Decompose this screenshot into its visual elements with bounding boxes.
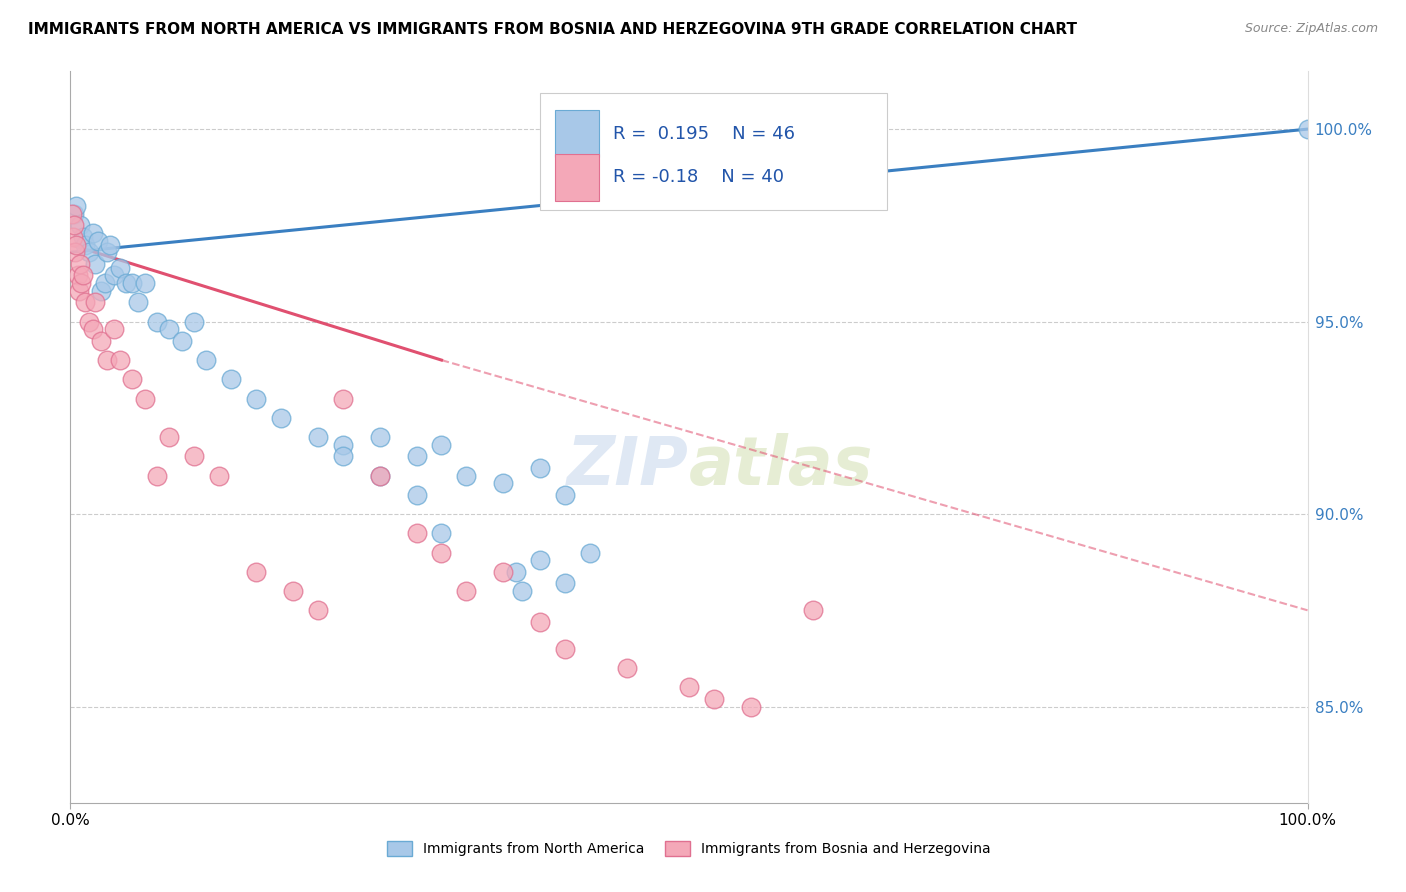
Point: [405, 526, 427, 541]
Point: [103, 322, 125, 336]
FancyBboxPatch shape: [540, 94, 887, 211]
Point: [121, 372, 143, 386]
Point: [579, 545, 602, 559]
Point: [115, 276, 138, 290]
Text: atlas: atlas: [689, 434, 873, 500]
Point: [456, 584, 478, 599]
Point: [63, 219, 86, 233]
Point: [69, 257, 91, 271]
Point: [332, 392, 354, 406]
Point: [94, 276, 117, 290]
Point: [703, 691, 725, 706]
Point: [183, 450, 205, 464]
Point: [307, 430, 329, 444]
Point: [740, 699, 762, 714]
Point: [195, 353, 218, 368]
FancyBboxPatch shape: [555, 153, 599, 202]
Point: [510, 584, 533, 599]
Point: [62, 230, 84, 244]
Point: [430, 545, 453, 559]
Point: [82, 322, 104, 336]
Point: [616, 661, 638, 675]
Point: [77, 315, 100, 329]
Text: Source: ZipAtlas.com: Source: ZipAtlas.com: [1244, 22, 1378, 36]
Point: [368, 468, 391, 483]
Point: [69, 219, 91, 233]
Point: [98, 237, 121, 252]
Point: [529, 461, 551, 475]
Point: [75, 237, 97, 252]
Point: [65, 199, 87, 213]
Legend: Immigrants from North America, Immigrants from Bosnia and Herzegovina: Immigrants from North America, Immigrant…: [381, 836, 997, 862]
Point: [66, 268, 89, 283]
Point: [554, 641, 576, 656]
Point: [134, 392, 156, 406]
Point: [208, 468, 231, 483]
Point: [72, 268, 94, 283]
Point: [245, 392, 267, 406]
Point: [1296, 122, 1319, 136]
Point: [405, 450, 427, 464]
Point: [96, 245, 118, 260]
Point: [82, 226, 104, 240]
Text: ZIP: ZIP: [567, 434, 689, 500]
Point: [127, 295, 149, 310]
Point: [84, 295, 107, 310]
Point: [492, 565, 515, 579]
Point: [121, 276, 143, 290]
Point: [65, 237, 87, 252]
Point: [678, 681, 700, 695]
Point: [281, 584, 304, 599]
Point: [108, 353, 131, 368]
Point: [63, 207, 86, 221]
Point: [245, 565, 267, 579]
Point: [307, 603, 329, 617]
Point: [529, 553, 551, 567]
Point: [170, 334, 193, 348]
Point: [103, 268, 125, 283]
Point: [529, 615, 551, 629]
Point: [332, 450, 354, 464]
Point: [75, 295, 97, 310]
Text: R =  0.195    N = 46: R = 0.195 N = 46: [613, 125, 796, 143]
Point: [505, 565, 527, 579]
Point: [90, 284, 112, 298]
Point: [65, 245, 87, 260]
Point: [219, 372, 242, 386]
Point: [67, 284, 90, 298]
Point: [368, 468, 391, 483]
Point: [554, 488, 576, 502]
Point: [84, 257, 107, 271]
Point: [60, 207, 83, 221]
Point: [146, 315, 169, 329]
Point: [456, 468, 478, 483]
Point: [183, 315, 205, 329]
Point: [405, 488, 427, 502]
Point: [270, 410, 292, 425]
Point: [430, 526, 453, 541]
Text: R = -0.18    N = 40: R = -0.18 N = 40: [613, 169, 785, 186]
Point: [90, 334, 112, 348]
Point: [157, 430, 180, 444]
Point: [72, 230, 94, 244]
Text: IMMIGRANTS FROM NORTH AMERICA VS IMMIGRANTS FROM BOSNIA AND HERZEGOVINA 9TH GRAD: IMMIGRANTS FROM NORTH AMERICA VS IMMIGRA…: [28, 22, 1077, 37]
Point: [108, 260, 131, 275]
Point: [134, 276, 156, 290]
Point: [70, 276, 93, 290]
Point: [77, 245, 100, 260]
Point: [146, 468, 169, 483]
FancyBboxPatch shape: [555, 110, 599, 157]
Point: [96, 353, 118, 368]
Point: [801, 603, 824, 617]
Point: [368, 430, 391, 444]
Point: [492, 476, 515, 491]
Point: [554, 576, 576, 591]
Point: [157, 322, 180, 336]
Point: [430, 438, 453, 452]
Point: [332, 438, 354, 452]
Point: [86, 234, 108, 248]
